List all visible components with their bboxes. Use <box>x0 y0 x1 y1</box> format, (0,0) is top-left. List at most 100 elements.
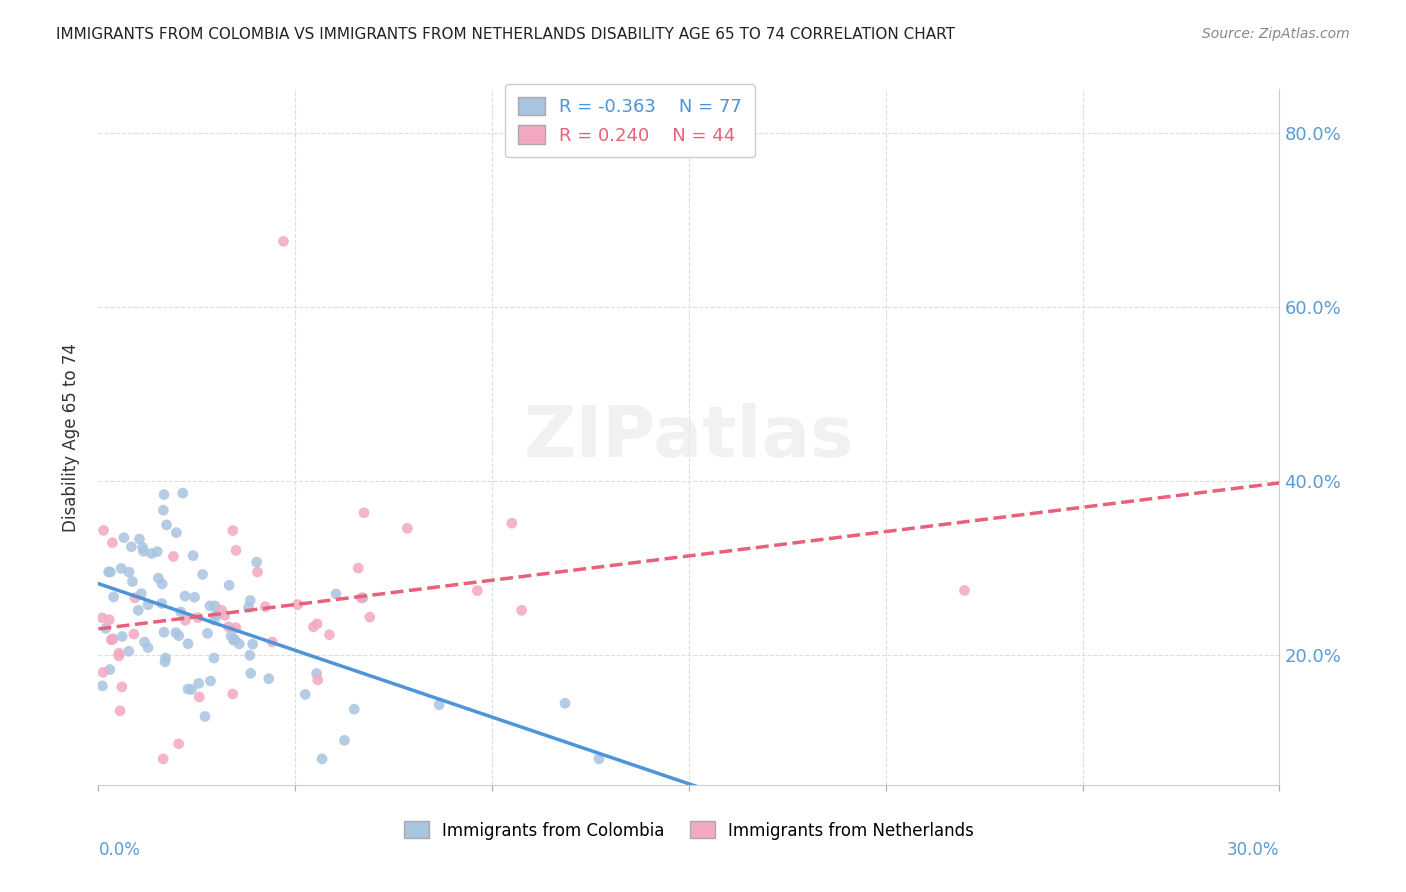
Immigrants from Netherlands <box>467 583 489 598</box>
Immigrants from Colombia <box>150 597 173 611</box>
Immigrants from Colombia <box>155 517 177 532</box>
Immigrants from Netherlands <box>122 627 145 641</box>
Immigrants from Colombia <box>132 544 155 558</box>
Immigrants from Colombia <box>204 599 226 613</box>
Immigrants from Netherlands <box>318 628 340 642</box>
Immigrants from Netherlands <box>101 632 124 647</box>
Immigrants from Colombia <box>202 613 225 627</box>
Immigrants from Colombia <box>98 565 121 579</box>
Immigrants from Colombia <box>239 648 262 663</box>
Immigrants from Colombia <box>110 561 132 575</box>
Immigrants from Colombia <box>181 549 204 563</box>
Immigrants from Netherlands <box>222 524 245 538</box>
Immigrants from Netherlands <box>225 543 247 558</box>
Immigrants from Colombia <box>228 637 250 651</box>
Immigrants from Netherlands <box>254 599 277 614</box>
Immigrants from Netherlands <box>211 603 233 617</box>
Immigrants from Netherlands <box>307 673 329 687</box>
Immigrants from Colombia <box>202 651 225 665</box>
Immigrants from Colombia <box>172 486 194 500</box>
Immigrants from Colombia <box>127 603 149 617</box>
Immigrants from Colombia <box>200 673 222 688</box>
Immigrants from Colombia <box>194 709 217 723</box>
Immigrants from Netherlands <box>273 235 295 249</box>
Immigrants from Colombia <box>352 591 374 605</box>
Immigrants from Colombia <box>174 589 197 603</box>
Immigrants from Colombia <box>343 702 366 716</box>
Immigrants from Netherlands <box>396 521 419 535</box>
Immigrants from Netherlands <box>262 635 284 649</box>
Immigrants from Netherlands <box>111 680 134 694</box>
Immigrants from Netherlands <box>953 583 976 598</box>
Immigrants from Colombia <box>165 625 187 640</box>
Immigrants from Colombia <box>148 571 170 585</box>
Immigrants from Colombia <box>177 681 200 696</box>
Immigrants from Colombia <box>111 630 134 644</box>
Immigrants from Colombia <box>238 600 260 615</box>
Immigrants from Netherlands <box>91 665 114 680</box>
Immigrants from Colombia <box>257 672 280 686</box>
Immigrants from Colombia <box>136 598 159 612</box>
Immigrants from Colombia <box>219 629 242 643</box>
Immigrants from Netherlands <box>246 565 269 579</box>
Immigrants from Netherlands <box>287 598 309 612</box>
Immigrants from Netherlands <box>100 632 122 647</box>
Immigrants from Colombia <box>165 525 187 540</box>
Immigrants from Colombia <box>311 752 333 766</box>
Immigrants from Netherlands <box>225 621 247 635</box>
Immigrants from Colombia <box>131 541 153 555</box>
Immigrants from Colombia <box>239 593 262 607</box>
Immigrants from Colombia <box>205 607 228 622</box>
Immigrants from Colombia <box>167 629 190 643</box>
Immigrants from Colombia <box>246 555 269 569</box>
Immigrants from Colombia <box>141 547 163 561</box>
Text: ZIPatlas: ZIPatlas <box>524 402 853 472</box>
Immigrants from Netherlands <box>98 613 121 627</box>
Immigrants from Colombia <box>427 698 450 712</box>
Immigrants from Netherlands <box>108 648 131 663</box>
Immigrants from Colombia <box>333 733 356 747</box>
Immigrants from Colombia <box>218 578 240 592</box>
Text: 30.0%: 30.0% <box>1227 841 1279 860</box>
Immigrants from Colombia <box>554 696 576 710</box>
Immigrants from Colombia <box>325 587 347 601</box>
Immigrants from Netherlands <box>222 687 245 701</box>
Immigrants from Colombia <box>121 574 143 589</box>
Immigrants from Colombia <box>153 625 176 640</box>
Immigrants from Netherlands <box>124 591 146 605</box>
Immigrants from Colombia <box>294 687 316 701</box>
Immigrants from Colombia <box>153 655 176 669</box>
Immigrants from Colombia <box>134 635 156 649</box>
Immigrants from Colombia <box>120 540 142 554</box>
Immigrants from Netherlands <box>167 737 190 751</box>
Immigrants from Colombia <box>98 663 121 677</box>
Immigrants from Netherlands <box>307 616 329 631</box>
Immigrants from Netherlands <box>501 516 523 531</box>
Legend: Immigrants from Colombia, Immigrants from Netherlands: Immigrants from Colombia, Immigrants fro… <box>398 814 980 847</box>
Immigrants from Colombia <box>180 682 202 697</box>
Immigrants from Netherlands <box>101 535 124 549</box>
Immigrants from Colombia <box>129 587 152 601</box>
Immigrants from Colombia <box>197 626 219 640</box>
Immigrants from Colombia <box>136 640 159 655</box>
Immigrants from Colombia <box>152 503 174 517</box>
Immigrants from Colombia <box>128 532 150 546</box>
Immigrants from Netherlands <box>359 610 381 624</box>
Immigrants from Netherlands <box>347 561 370 575</box>
Immigrants from Netherlands <box>187 610 209 624</box>
Immigrants from Colombia <box>150 577 173 591</box>
Immigrants from Colombia <box>187 676 209 690</box>
Y-axis label: Disability Age 65 to 74: Disability Age 65 to 74 <box>62 343 80 532</box>
Immigrants from Colombia <box>97 565 120 579</box>
Immigrants from Colombia <box>118 644 141 658</box>
Immigrants from Colombia <box>222 633 245 648</box>
Immigrants from Netherlands <box>174 613 197 627</box>
Immigrants from Netherlands <box>162 549 184 564</box>
Immigrants from Colombia <box>146 544 169 558</box>
Immigrants from Netherlands <box>214 608 236 623</box>
Immigrants from Netherlands <box>152 752 174 766</box>
Immigrants from Netherlands <box>91 611 114 625</box>
Immigrants from Colombia <box>191 567 214 582</box>
Text: Source: ZipAtlas.com: Source: ZipAtlas.com <box>1202 27 1350 41</box>
Immigrants from Colombia <box>155 651 177 665</box>
